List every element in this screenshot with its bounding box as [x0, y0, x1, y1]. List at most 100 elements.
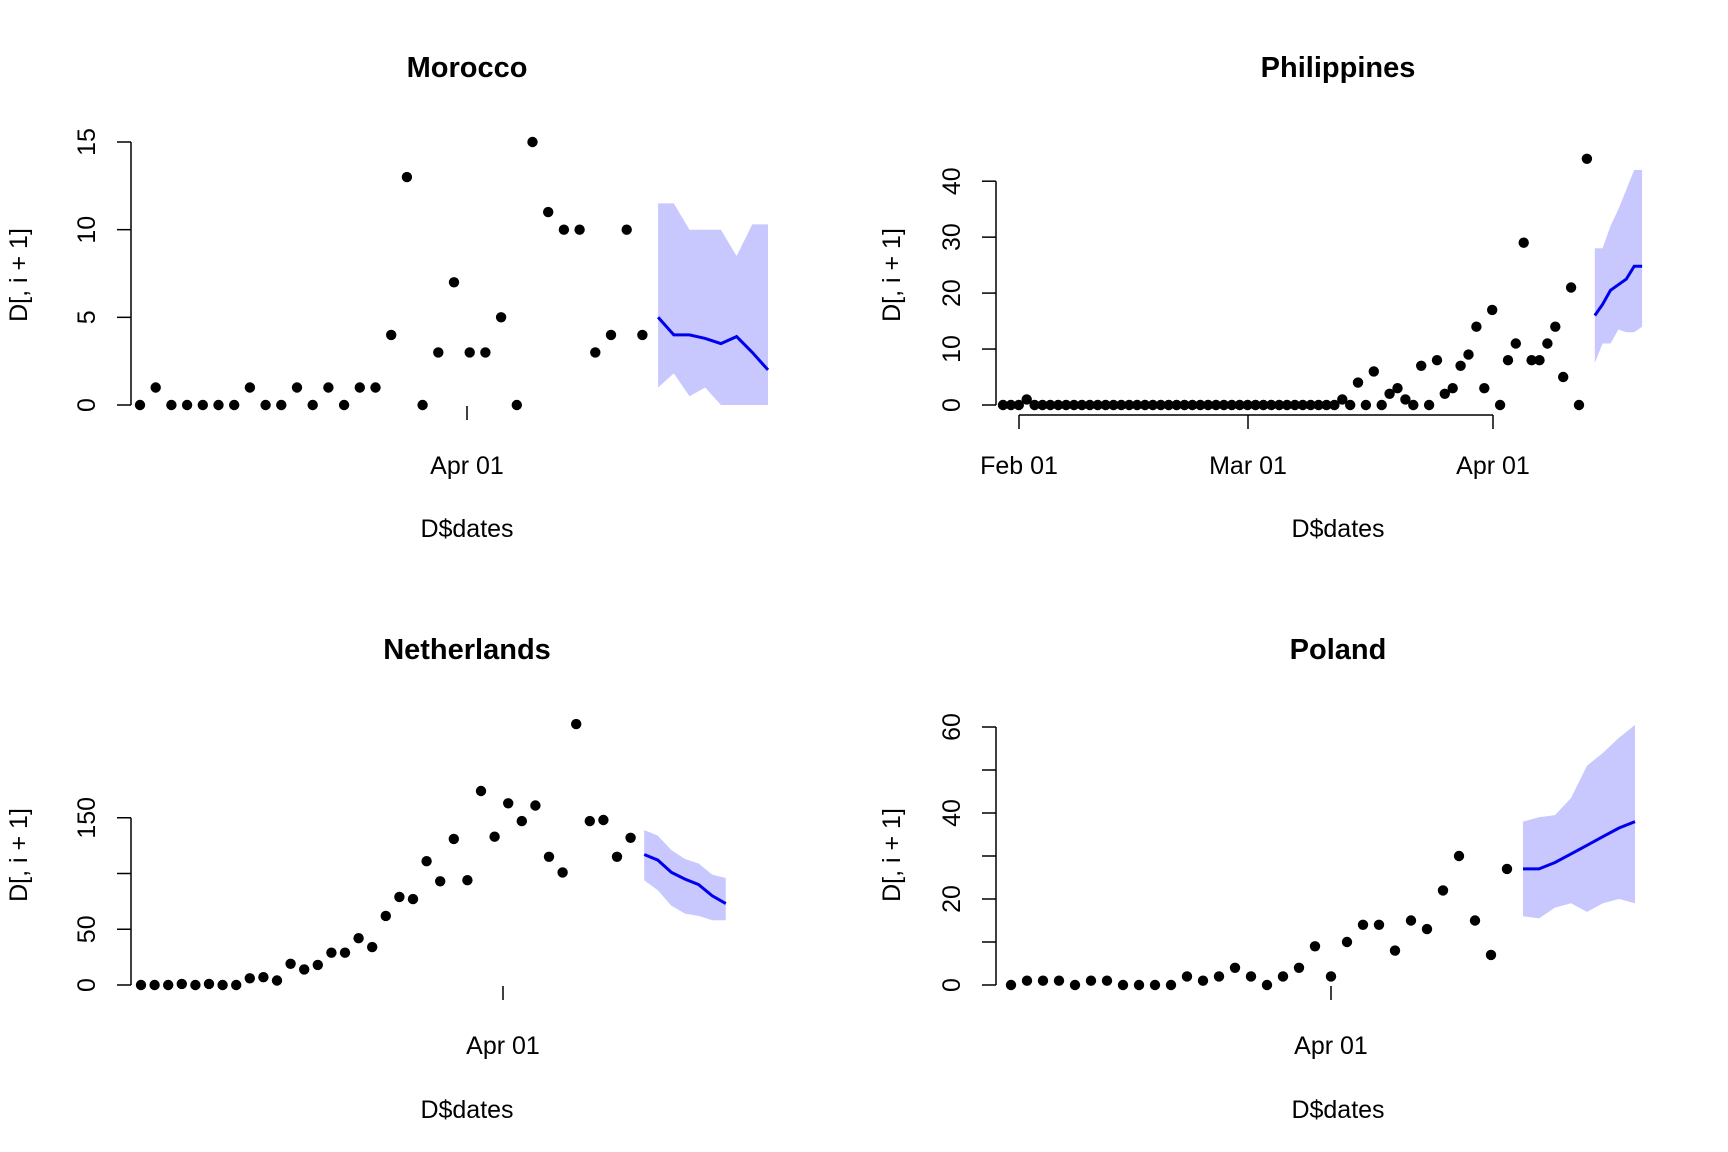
y-tick-label: 20 [938, 279, 966, 307]
data-point [571, 718, 582, 730]
data-point [637, 329, 648, 341]
data-point [503, 798, 514, 809]
data-point [1405, 915, 1417, 926]
y-tick-label: 20 [938, 885, 966, 913]
data-point [1389, 945, 1401, 956]
data-point [1165, 979, 1177, 991]
data-point [407, 893, 419, 905]
forecast-interval-band [1523, 724, 1635, 919]
data-point [1197, 975, 1209, 986]
data-point [1155, 399, 1167, 411]
data-point [1116, 399, 1127, 411]
y-tick-label: 30 [938, 223, 966, 251]
data-point [625, 832, 636, 843]
data-point [1108, 399, 1119, 411]
data-point [367, 941, 378, 953]
panel-philippines: Philippines D$dates D[, i + 1] 0 10 20 30 40… [878, 52, 1643, 543]
data-point [244, 382, 256, 393]
data-point [489, 831, 500, 842]
y-tick-label: 0 [73, 978, 101, 992]
forecast-mean-line [656, 316, 770, 371]
data-point [197, 399, 208, 411]
data-point [386, 329, 397, 341]
data-point [1526, 355, 1537, 366]
data-point [1439, 388, 1451, 399]
y-tick-label: 0 [938, 398, 966, 412]
x-tick-label: Mar 01 [1209, 452, 1287, 480]
forecast-mean-line [643, 853, 727, 905]
y-tick-label: 60 [938, 713, 966, 741]
data-point [611, 851, 623, 862]
data-point [1502, 355, 1514, 366]
y-tick-label: 150 [73, 797, 101, 839]
data-point [338, 399, 350, 411]
data-point [1345, 399, 1356, 411]
data-point [1400, 394, 1411, 405]
data-point [1384, 388, 1395, 399]
data-point [1325, 971, 1337, 982]
data-point [1218, 399, 1230, 411]
x-tick-label: Apr 01 [1294, 1032, 1368, 1060]
data-point [1101, 975, 1113, 986]
data-point [1281, 399, 1293, 411]
data-point [1573, 399, 1585, 411]
data-point [271, 975, 283, 986]
data-point [1447, 383, 1458, 394]
data-point [1171, 399, 1182, 411]
data-point [276, 399, 287, 411]
data-point [1297, 399, 1309, 411]
y-tick-label: 40 [938, 799, 966, 827]
data-point [1510, 338, 1522, 349]
chart-title: Philippines [1261, 52, 1416, 84]
data-point [543, 851, 555, 862]
data-point [1149, 979, 1161, 991]
data-point [150, 382, 161, 393]
y-axis-label: D[, i + 1] [878, 808, 906, 902]
data-point [1005, 979, 1017, 991]
data-point [997, 399, 1009, 411]
chart-title: Poland [1290, 634, 1387, 666]
data-point [1202, 399, 1214, 411]
data-point [590, 347, 601, 358]
data-point [1558, 371, 1569, 383]
data-point [229, 399, 240, 411]
data-point [1423, 399, 1435, 411]
y-axis-label: D[, i + 1] [5, 808, 33, 902]
data-point [448, 277, 460, 288]
data-point [1329, 399, 1340, 411]
data-point [231, 979, 242, 991]
data-point [135, 979, 147, 991]
data-point [244, 973, 255, 984]
data-point [1274, 399, 1285, 411]
y-tick-label: 0 [938, 978, 966, 992]
data-point [134, 399, 146, 411]
y-tick-label: 10 [73, 216, 101, 244]
data-point [1431, 355, 1443, 366]
data-point [1100, 399, 1111, 411]
data-point [511, 399, 522, 411]
data-point [516, 815, 527, 827]
data-point [1494, 399, 1506, 411]
data-point [1487, 304, 1498, 316]
data-point [163, 979, 174, 991]
data-point [605, 329, 617, 341]
data-point [1542, 338, 1553, 349]
data-point [1518, 237, 1529, 248]
data-point [1293, 962, 1305, 973]
data-point [260, 399, 271, 411]
data-point [1187, 399, 1198, 411]
data-point [1250, 399, 1261, 411]
data-point [1234, 399, 1245, 411]
forecast-interval-band [658, 203, 768, 405]
data-point [598, 814, 609, 826]
data-point [530, 800, 541, 811]
data-point [323, 382, 334, 393]
data-point [1550, 321, 1561, 332]
data-point [307, 399, 318, 411]
data-point [1501, 863, 1513, 875]
data-point [558, 224, 570, 235]
data-point [1005, 399, 1017, 411]
data-point [1245, 971, 1257, 982]
data-point [1368, 366, 1380, 377]
